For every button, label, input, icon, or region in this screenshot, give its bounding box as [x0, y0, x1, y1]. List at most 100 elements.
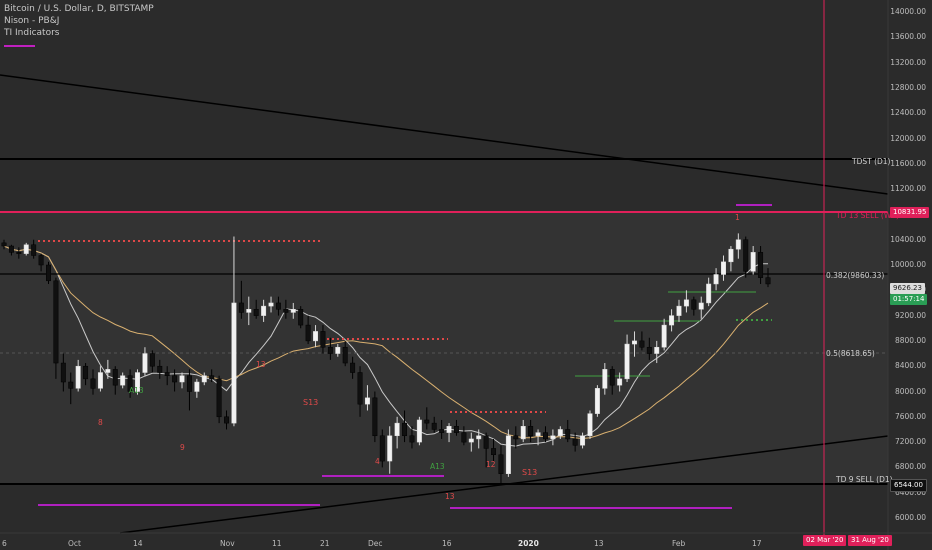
up-candle	[505, 435, 511, 474]
time-tick: 14	[133, 539, 143, 548]
down-candle	[149, 353, 155, 367]
down-candle	[765, 277, 771, 285]
up-candle	[706, 283, 712, 304]
up-candle	[654, 346, 660, 354]
fib-50-label: 0.5(8618.65)	[826, 349, 875, 358]
up-candle	[535, 432, 541, 437]
fib-382-label: 0.382(9860.33)	[826, 271, 885, 280]
date-tag-mar: 02 Mar '20	[803, 535, 847, 546]
annotation-setup-1: 1	[735, 213, 740, 222]
down-candle	[379, 435, 385, 462]
price-tick: 6000.00	[894, 513, 926, 522]
symbol-title[interactable]: Bitcoin / U.S. Dollar, D, BITSTAMP	[4, 4, 154, 14]
down-candle	[342, 346, 348, 364]
up-candle	[290, 309, 296, 313]
time-tick: 21	[320, 539, 330, 548]
price-tick: 7200.00	[894, 437, 926, 447]
down-candle	[528, 426, 534, 437]
down-candle	[16, 252, 22, 254]
down-candle	[572, 438, 578, 446]
down-candle	[483, 435, 489, 449]
up-candle	[557, 429, 563, 437]
up-candle	[335, 346, 341, 354]
down-candle	[216, 378, 222, 418]
price-range-band	[0, 213, 888, 485]
up-candle	[683, 299, 689, 307]
price-tick: 14000.00	[890, 7, 926, 16]
down-candle	[424, 419, 430, 424]
up-candle	[468, 438, 474, 443]
down-candle	[90, 378, 96, 389]
down-candle	[112, 369, 118, 386]
down-candle	[743, 239, 749, 272]
price-tick: 8400.00	[894, 361, 926, 371]
time-tick: 16	[442, 539, 452, 548]
down-candle	[609, 369, 615, 386]
down-candle	[320, 331, 326, 348]
down-candle	[758, 252, 764, 278]
annotation-setup-9: 9	[180, 443, 185, 452]
down-candle	[431, 422, 437, 430]
up-candle	[713, 274, 719, 285]
date-tag-aug: 31 Aug '20	[848, 535, 892, 546]
price-tick: 9200.00	[894, 310, 926, 320]
down-candle	[565, 429, 571, 440]
price-tick: 11600.00	[890, 158, 926, 168]
td9-sell-label: TD 9 SELL (D1)	[836, 475, 893, 484]
annotation-setup-8: 8	[98, 418, 103, 427]
up-candle	[135, 372, 140, 392]
price-tick: 10400.00	[890, 234, 926, 244]
up-candle	[617, 378, 623, 386]
up-candle	[669, 315, 675, 326]
up-candle	[394, 422, 400, 437]
down-candle	[350, 362, 356, 373]
down-candle	[1, 242, 7, 247]
down-candle	[209, 375, 215, 380]
down-candle	[498, 454, 504, 474]
down-candle	[327, 346, 333, 354]
down-candle	[164, 372, 170, 376]
td13-sell-label: TD 13 SELL (W1)	[836, 211, 899, 220]
price-tick: 8000.00	[894, 386, 926, 396]
indicator-pbj[interactable]: Nison - PB&J	[4, 16, 60, 26]
td13-sell-price-tag: 10831.95	[890, 207, 930, 218]
down-candle	[513, 435, 519, 440]
down-candle	[298, 309, 304, 326]
up-candle	[261, 305, 267, 316]
down-candle	[224, 416, 229, 424]
countdown-tag: 01:57:14	[890, 294, 928, 305]
price-tick: 13600.00	[890, 32, 926, 42]
down-candle	[691, 299, 697, 310]
annotation-s13: S13	[522, 468, 538, 477]
up-candle	[632, 340, 637, 345]
up-candle	[268, 302, 274, 307]
down-candle	[305, 324, 311, 342]
down-candle	[172, 375, 178, 383]
down-candle	[491, 448, 497, 455]
up-candle	[624, 343, 630, 380]
up-candle	[476, 435, 482, 440]
down-candle	[60, 362, 66, 383]
down-candle	[639, 340, 645, 348]
up-candle	[587, 413, 593, 437]
up-candle	[120, 375, 126, 386]
candlesticks	[1, 233, 771, 484]
annotation-setup-13: 13	[445, 492, 455, 501]
up-candle	[231, 302, 237, 424]
up-candle	[721, 261, 726, 275]
td9-sell-price-tag: 6544.00	[890, 479, 927, 492]
indicator-ti[interactable]: TI Indicators	[4, 28, 60, 38]
downtrend-line	[0, 74, 889, 195]
up-candle	[580, 435, 586, 446]
current-price-tag: 9626.23	[890, 283, 925, 294]
up-candle	[698, 302, 704, 310]
up-candle	[179, 375, 185, 383]
down-candle	[409, 435, 415, 443]
up-candle	[594, 388, 600, 414]
up-candle	[75, 365, 81, 389]
up-candle	[23, 244, 29, 254]
down-candle	[283, 309, 289, 313]
annotation-setup-13: 13	[256, 360, 266, 369]
price-tick: 13200.00	[890, 57, 926, 67]
